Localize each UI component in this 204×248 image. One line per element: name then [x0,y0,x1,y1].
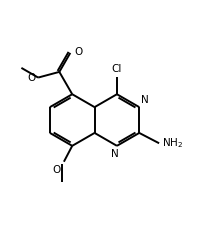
Text: Cl: Cl [112,64,122,74]
Text: O: O [74,47,82,57]
Text: O: O [53,165,61,175]
Text: N: N [141,95,149,105]
Text: NH$_2$: NH$_2$ [162,136,183,150]
Text: O: O [28,73,36,83]
Text: N: N [111,149,119,159]
